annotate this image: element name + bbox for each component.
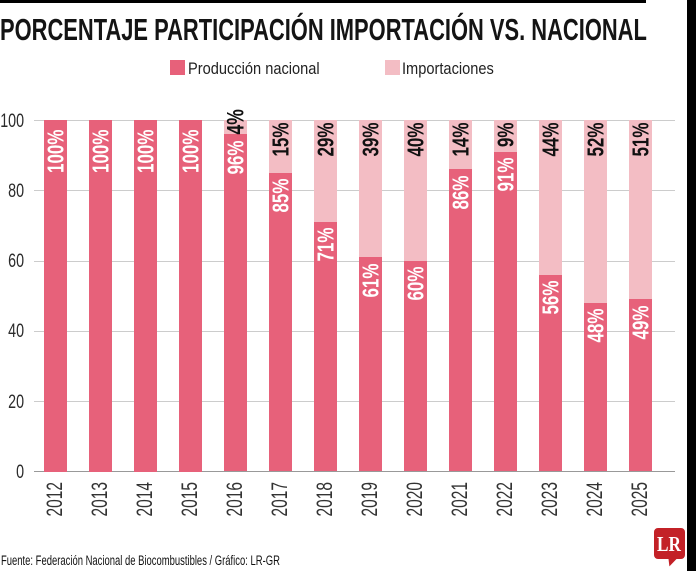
svg-text:LR: LR (657, 534, 682, 557)
